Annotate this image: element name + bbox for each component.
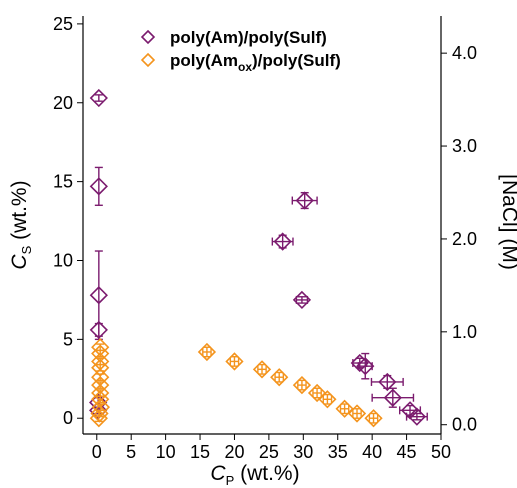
data-point	[89, 88, 108, 108]
x-tick-label: 35	[328, 442, 348, 462]
y-left-axis-ticks: 0 5 10 15 20 25	[53, 14, 83, 428]
diamond-marker	[292, 375, 312, 395]
diamond-marker	[89, 286, 108, 305]
y-right-axis-ticks: 0.0 1.0 2.0 3.0 4.0	[441, 43, 477, 435]
data-point	[335, 399, 354, 418]
diamond-marker	[347, 404, 367, 423]
legend-label: poly(Am)/poly(Sulf)	[170, 28, 327, 47]
data-point	[356, 352, 375, 380]
x-axis-title-sub: P	[226, 473, 235, 488]
data-point	[270, 368, 289, 387]
series-layer	[89, 88, 428, 428]
diamond-marker	[197, 342, 217, 362]
y-left-axis-title-unit: (wt.%)	[8, 180, 31, 245]
x-tick-label: 45	[397, 442, 417, 462]
diamond-marker	[364, 409, 383, 428]
x-tick-label: 20	[224, 442, 244, 462]
legend-label: poly(Amox)/poly(Sulf)	[170, 51, 341, 74]
y-left-tick-label: 0	[63, 408, 73, 428]
data-point	[89, 166, 108, 206]
diamond-marker	[89, 320, 108, 340]
diamond-marker	[335, 399, 354, 418]
data-point	[225, 352, 244, 371]
data-point	[292, 290, 312, 310]
diamond-marker	[378, 372, 397, 392]
y-left-tick-label: 5	[63, 329, 73, 349]
plot-frame	[82, 16, 442, 435]
y-left-axis-title-main: C	[8, 254, 31, 270]
diamond-marker	[89, 88, 108, 108]
data-point	[318, 390, 337, 409]
legend-label-part: poly(Am)/poly(Sulf)	[170, 28, 327, 47]
legend-label-part: )/poly(Sulf)	[252, 51, 341, 70]
diamond-marker	[270, 368, 289, 387]
diamond-marker	[292, 290, 312, 310]
diamond-marker	[318, 390, 337, 409]
diamond-marker	[273, 232, 292, 251]
diamond-marker	[307, 383, 327, 403]
y-left-axis-title: CS (wt.%)	[8, 180, 34, 269]
data-point	[89, 409, 108, 428]
data-point	[291, 191, 318, 210]
diamond-marker	[295, 191, 314, 210]
data-point	[197, 342, 217, 362]
diamond-marker	[383, 388, 402, 407]
data-point	[271, 232, 294, 251]
y-left-tick-label: 25	[53, 14, 73, 34]
legend-label-part: poly(Am	[170, 51, 238, 70]
data-point	[364, 409, 383, 428]
y-left-tick-label: 10	[53, 250, 73, 270]
legend-marker	[140, 29, 156, 45]
x-tick-label: 0	[92, 442, 102, 462]
x-tick-label: 25	[259, 442, 279, 462]
data-point	[252, 360, 272, 379]
y-right-tick-label: 4.0	[452, 43, 477, 63]
data-point	[89, 320, 108, 340]
x-tick-label: 30	[293, 442, 313, 462]
y-left-tick-label: 20	[53, 93, 73, 113]
x-tick-label: 40	[362, 442, 382, 462]
y-right-tick-label: 2.0	[452, 229, 477, 249]
diamond-marker	[407, 407, 427, 426]
series-group	[89, 338, 383, 428]
x-axis-title-unit: (wt.%)	[234, 462, 299, 485]
diamond-marker	[356, 357, 375, 376]
x-tick-label: 10	[156, 442, 176, 462]
x-axis-ticks: 0 5 10 15 20 25 30 35 40 45 50	[92, 434, 451, 462]
diamond-marker	[252, 360, 272, 379]
diamond-marker	[89, 409, 108, 428]
data-point	[347, 404, 367, 423]
x-axis-title: CP (wt.%)	[210, 462, 299, 488]
y-right-tick-label: 0.0	[452, 415, 477, 435]
x-tick-label: 15	[190, 442, 210, 462]
data-point	[370, 372, 404, 392]
y-right-axis-title: [NaCl] (M)	[498, 174, 517, 270]
data-point	[371, 387, 415, 408]
x-tick-label: 50	[431, 442, 451, 462]
y-left-tick-label: 15	[53, 172, 73, 192]
legend-label-subscript: ox	[238, 60, 252, 74]
data-point	[307, 383, 327, 403]
data-point	[405, 407, 428, 426]
legend-marker	[140, 52, 156, 68]
diamond-marker	[225, 352, 244, 371]
x-axis-title-main: C	[210, 462, 226, 485]
data-point	[292, 375, 312, 395]
legend: poly(Am)/poly(Sulf)poly(Amox)/poly(Sulf)	[140, 28, 341, 74]
y-right-tick-label: 1.0	[452, 322, 477, 342]
diamond-marker	[89, 177, 108, 196]
y-left-axis-title-sub: S	[19, 245, 34, 254]
x-tick-label: 5	[126, 442, 136, 462]
y-right-tick-label: 3.0	[452, 136, 477, 156]
